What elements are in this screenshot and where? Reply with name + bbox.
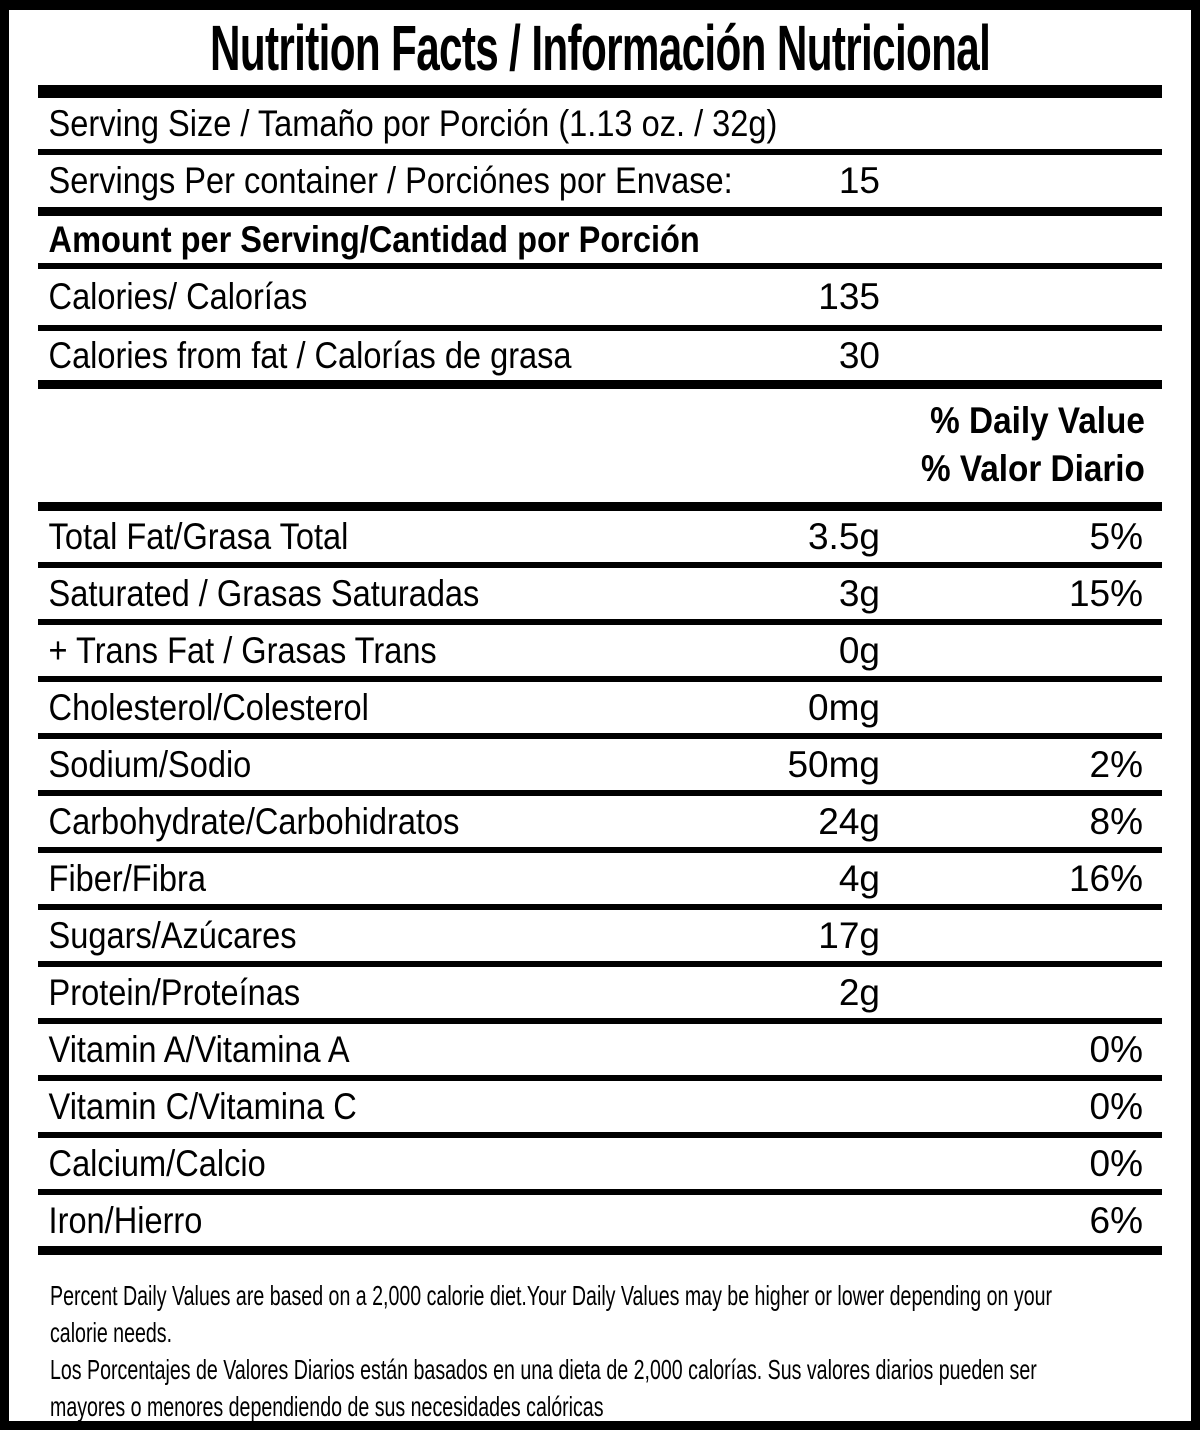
divider	[38, 1132, 1162, 1138]
nutrient-label: Carbohydrate/Carbohidratos	[48, 800, 460, 842]
nutrient-label: Fiber/Fibra	[48, 857, 206, 899]
footnote-line: Percent Daily Values are based on a 2,00…	[50, 1280, 1053, 1311]
nutrient-amount: 50mg	[787, 743, 880, 785]
divider	[38, 961, 1162, 967]
amount-per-serving-heading: Amount per Serving/Cantidad por Porción	[48, 218, 700, 260]
nutrient-label: Vitamin A/Vitamina A	[48, 1028, 350, 1070]
footnote-line: Los Porcentajes de Valores Diarios están…	[50, 1354, 1037, 1385]
divider-thick	[38, 502, 1162, 511]
nutrient-dv: 16%	[1068, 857, 1143, 899]
nutrient-label: Iron/Hierro	[48, 1199, 203, 1241]
daily-value-header: % Daily Value % Valor Diario	[38, 389, 1162, 502]
divider-thick	[38, 1246, 1162, 1255]
divider-thick	[38, 207, 1162, 216]
servings-per-container-value: 15	[838, 160, 880, 201]
row-carbohydrate: Carbohydrate/Carbohidratos 24g 8%	[38, 796, 1162, 847]
divider-thick	[38, 380, 1162, 389]
nutrient-label: Vitamin C/Vitamina C	[48, 1085, 357, 1127]
row-calcium: Calcium/Calcio 0%	[38, 1138, 1162, 1189]
row-sodium: Sodium/Sodio 50mg 2%	[38, 739, 1162, 790]
footnote: Percent Daily Values are based on a 2,00…	[9, 1255, 1191, 1421]
row-saturated-fat: Saturated / Grasas Saturadas 3g 15%	[38, 568, 1162, 619]
nutrient-dv: 15%	[1068, 572, 1143, 614]
nutrient-amount: 2g	[838, 971, 880, 1013]
divider	[38, 263, 1162, 269]
daily-value-header-en: % Daily Value	[930, 400, 1145, 441]
divider	[38, 619, 1162, 625]
row-iron: Iron/Hierro 6%	[38, 1195, 1162, 1246]
row-calories-from-fat: Calories from fat / Calorías de grasa 30	[38, 331, 1162, 380]
nutrient-dv: 0%	[1089, 1028, 1143, 1070]
label-header: Nutrition Facts / Información Nutriciona…	[9, 10, 1191, 85]
row-amount-per-serving: Amount per Serving/Cantidad por Porción	[38, 216, 1162, 263]
nutrient-amount: 3.5g	[807, 515, 880, 557]
nutrient-amount: 0mg	[808, 686, 880, 728]
calories-from-fat-value: 30	[838, 334, 880, 376]
divider	[38, 1018, 1162, 1024]
row-total-fat: Total Fat/Grasa Total 3.5g 5%	[38, 511, 1162, 562]
nutrient-dv: 0%	[1089, 1142, 1143, 1184]
divider	[38, 1189, 1162, 1195]
nutrient-label: Protein/Proteínas	[48, 971, 301, 1013]
nutrient-amount: 0g	[838, 629, 880, 671]
calories-from-fat-label: Calories from fat / Calorías de grasa	[48, 334, 572, 376]
row-sugars: Sugars/Azúcares 17g	[38, 910, 1162, 961]
divider	[38, 904, 1162, 910]
divider	[38, 847, 1162, 853]
row-serving-size: Serving Size / Tamaño por Porción (1.13 …	[38, 98, 1162, 149]
row-vitamin-a: Vitamin A/Vitamina A 0%	[38, 1024, 1162, 1075]
divider	[38, 790, 1162, 796]
calories-label: Calories/ Calorías	[48, 276, 308, 317]
divider	[38, 676, 1162, 682]
label-title: Nutrition Facts / Información Nutriciona…	[209, 11, 991, 84]
nutrient-amount: 4g	[838, 857, 880, 899]
title-divider-bar	[38, 85, 1162, 98]
serving-size-text: Serving Size / Tamaño por Porción (1.13 …	[48, 102, 778, 144]
row-trans-fat: + Trans Fat / Grasas Trans 0g	[38, 625, 1162, 676]
nutrient-amount: 24g	[818, 800, 880, 842]
servings-per-container-label: Servings Per container / Porciónes por E…	[48, 160, 733, 201]
nutrient-label: Saturated / Grasas Saturadas	[48, 572, 480, 614]
nutrient-dv: 8%	[1089, 800, 1143, 842]
calories-value: 135	[818, 276, 880, 317]
divider	[38, 562, 1162, 568]
divider	[38, 325, 1162, 331]
footnote-line: calorie needs.	[50, 1317, 173, 1348]
footnote-line: mayores o menores dependiendo de sus nec…	[50, 1391, 604, 1421]
row-calories: Calories/ Calorías 135	[38, 269, 1162, 325]
nutrient-amount: 3g	[838, 572, 880, 614]
nutrient-dv: 0%	[1089, 1085, 1143, 1127]
divider	[38, 1075, 1162, 1081]
row-fiber: Fiber/Fibra 4g 16%	[38, 853, 1162, 904]
nutrient-dv: 5%	[1089, 515, 1143, 557]
daily-value-header-es: % Valor Diario	[920, 448, 1145, 489]
row-cholesterol: Cholesterol/Colesterol 0mg	[38, 682, 1162, 733]
nutrient-label: Sodium/Sodio	[48, 743, 252, 785]
nutrient-dv: 2%	[1089, 743, 1143, 785]
nutrient-label: Sugars/Azúcares	[48, 914, 297, 956]
nutrient-label: + Trans Fat / Grasas Trans	[48, 629, 437, 671]
row-protein: Protein/Proteínas 2g	[38, 967, 1162, 1018]
row-servings-per-container: Servings Per container / Porciónes por E…	[38, 155, 1162, 207]
nutrient-label: Total Fat/Grasa Total	[48, 515, 349, 557]
nutrient-dv: 6%	[1089, 1199, 1143, 1241]
row-vitamin-c: Vitamin C/Vitamina C 0%	[38, 1081, 1162, 1132]
nutrient-label: Cholesterol/Colesterol	[48, 686, 369, 728]
nutrient-amount: 17g	[818, 914, 880, 956]
nutrient-label: Calcium/Calcio	[48, 1142, 266, 1184]
divider	[38, 149, 1162, 155]
divider	[38, 733, 1162, 739]
